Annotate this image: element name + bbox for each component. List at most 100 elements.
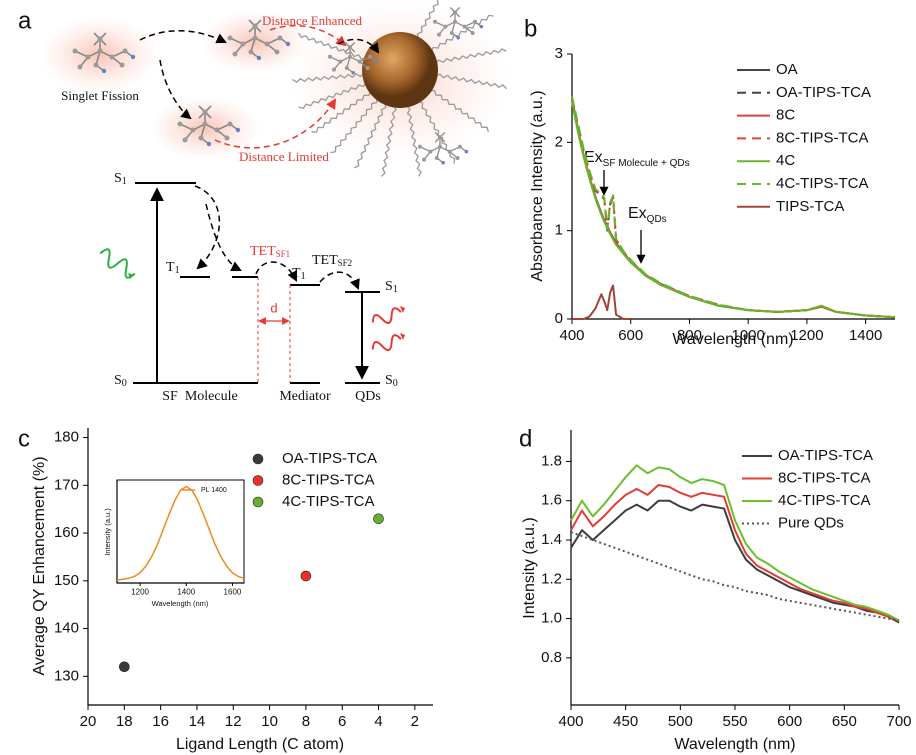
x-tick-label: 10 [261,713,278,730]
level-sub: 1 [175,265,180,276]
x-tick-label: 4 [374,713,382,730]
y-tick-label: 1.4 [541,531,562,548]
molecule-art [40,0,510,178]
y-tick-label: 140 [54,620,79,637]
level-text: S [114,373,122,388]
process-label: TETSF2 [312,253,352,268]
line-series [572,284,631,320]
legend-label: OA-TIPS-TCA [778,447,873,464]
x-tick-label: 8 [302,713,310,730]
level-text: T [166,260,175,275]
legend-label: OA-TIPS-TCA [776,84,871,101]
x-tick-label: 12 [225,713,242,730]
x-tick-label: 1600 [224,588,242,597]
annotation: Distance Limited [239,149,329,164]
inset-frame [116,479,245,584]
legend-label: 8C-TIPS-TCA [778,469,871,486]
level-label: S0 [114,373,127,389]
y-tick-label: 130 [54,667,79,684]
x-tick-label: 14 [189,713,206,730]
level-label: S0 [385,373,398,389]
legend-label: 4C-TIPS-TCA [282,493,375,510]
process-text: TET [312,253,338,268]
level-label: T1 [166,260,180,276]
y-tick-label: 2 [555,133,563,150]
legend-label: 8C-TIPS-TCA [776,129,869,146]
line-series [571,96,896,319]
annotation: Distance Enhanced [262,13,362,28]
y-tick-label: 0.8 [541,649,562,666]
level-sub: 1 [393,284,398,295]
level-text: T [292,266,301,281]
x-tick-label: 550 [722,713,747,730]
energy-diagram [99,182,405,384]
level-label: S1 [385,279,398,295]
x-tick-label: 1000 [731,327,764,344]
panel-label: c [18,425,30,452]
y-tick-label: 150 [54,572,79,589]
x-tick-label: 500 [668,713,693,730]
y-tick-label: 3 [555,45,563,62]
x-tick-label: 1200 [131,588,149,597]
bottom-label: SF Molecule [162,389,237,404]
line-series [571,101,896,319]
x-tick-label: 18 [116,713,133,730]
y-tick-label: 1.6 [541,492,562,509]
x-axis-label: Wavelength (nm) [674,736,795,753]
level-sub: 1 [301,271,306,282]
y-axis-label: Average QY Enhancement (%) [31,456,48,675]
x-axis-label: Wavelength (nm) [152,599,209,608]
scatter-point [373,513,384,525]
panel-label: d [519,425,532,452]
annotation-text: Ex [628,205,647,222]
level-sub: 0 [393,378,398,389]
x-axis-label: Wavelength (nm) [672,331,793,348]
y-axis-label: Intensity (a.u.) [521,517,538,618]
process-text: TET [250,244,276,259]
legend-label: 4C-TIPS-TCA [776,175,869,192]
annotation-sub: QDs [647,214,667,225]
x-tick-label: 400 [558,713,583,730]
x-tick-label: 1400 [849,327,882,344]
legend-label: 8C [776,107,795,124]
chart: c 20 18 16 14 12 10 8 6 4 2 130 140 150 160 170 180 Ligan… [18,425,433,753]
x-tick-label: 20 [80,713,97,730]
x-tick-label: 450 [613,713,638,730]
x-tick-label: 700 [886,713,911,730]
level-text: S [114,171,122,186]
line-series [570,499,900,624]
label: Singlet Fission [61,88,139,103]
y-axis-label: Intensity (a.u.) [103,508,112,556]
annotation: ExSF Molecule + QDs [584,149,690,168]
legend-marker [252,496,264,508]
line-series [116,485,245,581]
legend-label: OA-TIPS-TCA [282,450,377,467]
bottom-label: Mediator [279,389,331,404]
x-tick-label: 400 [559,327,584,344]
x-tick-label: 16 [152,713,169,730]
y-tick-label: 180 [54,429,79,446]
chart: 1200 1400 1600 Wavelength (nm) Intensity (a.… [103,480,245,608]
panel-label: a [18,7,32,34]
legend-label: PL 1400 [201,487,227,494]
y-tick-label: 170 [54,476,79,493]
distance-label: d [270,300,277,315]
process-sub: SF2 [338,258,353,268]
x-tick-label: 800 [677,327,702,344]
panel-label: b [524,15,537,42]
x-tick-label: 1400 [177,588,195,597]
scatter-point [300,570,312,582]
line-series [570,531,900,622]
bottom-label: QDs [355,389,381,404]
level-text: S [385,279,393,294]
legend-label: 8C-TIPS-TCA [282,471,375,488]
y-tick-label: 1 [555,222,563,239]
process-label: TETSF1 [250,244,290,259]
y-tick-label: 1.8 [541,452,562,469]
annotation: ExQDs [628,205,667,224]
x-tick-label: 6 [338,713,346,730]
chart: b 400 600 800 1000 1200 1400 0 1 2 3 Wavelength (nm… [524,15,896,348]
line-series [570,464,900,622]
x-tick-label: 650 [832,713,857,730]
